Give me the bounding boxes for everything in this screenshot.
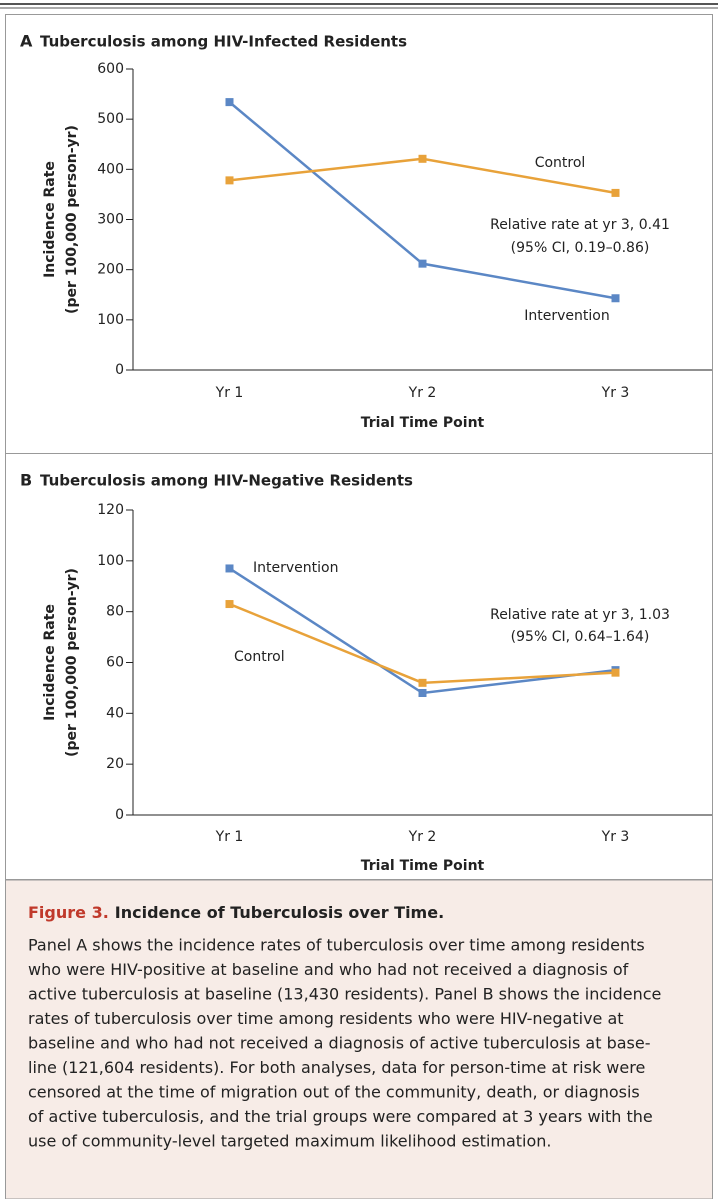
series-label: Control <box>535 155 586 171</box>
panel-label: A <box>20 32 33 51</box>
panel-title: Tuberculosis among HIV-Negative Resident… <box>40 472 413 490</box>
x-tick-label: Yr 3 <box>601 385 630 401</box>
x-tick-label: Yr 1 <box>215 829 244 845</box>
y-tick-label: 400 <box>97 161 124 177</box>
y-tick-label: 600 <box>97 61 124 77</box>
caption-line: who were HIV-positive at baseline and wh… <box>28 960 629 979</box>
annotation: (95% CI, 0.19–0.86) <box>511 240 650 256</box>
series-label: Intervention <box>253 560 338 576</box>
point <box>611 188 620 197</box>
y-tick-label: 100 <box>97 312 124 328</box>
point <box>418 678 427 687</box>
caption-line: of active tuberculosis, and the trial gr… <box>28 1107 653 1126</box>
y-tick-label: 20 <box>106 756 124 772</box>
x-tick-label: Yr 2 <box>408 829 437 845</box>
point <box>611 668 620 677</box>
y-tick-label: 0 <box>115 807 124 823</box>
point <box>418 154 427 163</box>
y-tick-label: 500 <box>97 111 124 127</box>
y-tick-label: 300 <box>97 212 124 228</box>
point <box>225 98 234 107</box>
x-tick-label: Yr 2 <box>408 385 437 401</box>
x-axis-title: Trial Time Point <box>361 415 485 431</box>
x-axis-title: Trial Time Point <box>361 858 485 874</box>
y-tick-label: 120 <box>97 502 124 518</box>
caption-line: active tuberculosis at baseline (13,430 … <box>28 985 661 1004</box>
caption-line: censored at the time of migration out of… <box>28 1083 640 1102</box>
caption-line: line (121,604 residents). For both analy… <box>28 1058 645 1077</box>
y-tick-label: 0 <box>115 362 124 378</box>
caption-line: rates of tuberculosis over time among re… <box>28 1009 624 1028</box>
y-axis-title: Incidence Rate <box>42 161 58 278</box>
y-tick-label: 100 <box>97 553 124 569</box>
x-tick-label: Yr 3 <box>601 829 630 845</box>
point <box>418 689 427 697</box>
point <box>418 259 427 268</box>
caption-label: Figure 3. <box>28 903 109 922</box>
panel-title: Tuberculosis among HIV-Infected Resident… <box>40 33 407 51</box>
y-axis-title: (per 100,000 person-yr) <box>64 568 80 757</box>
series-label: Control <box>234 649 285 665</box>
point <box>225 564 234 573</box>
annotation: (95% CI, 0.64–1.64) <box>511 629 650 645</box>
caption-box <box>5 879 713 1199</box>
point <box>225 600 234 609</box>
series-label: Intervention <box>524 308 609 324</box>
y-axis-title: (per 100,000 person-yr) <box>64 125 80 314</box>
x-tick-label: Yr 1 <box>215 385 244 401</box>
caption-line: baseline and who had not received a diag… <box>28 1034 650 1053</box>
y-tick-label: 40 <box>106 705 124 721</box>
point <box>611 294 620 303</box>
caption-line: Panel A shows the incidence rates of tub… <box>28 936 645 955</box>
y-tick-label: 80 <box>106 604 124 620</box>
caption-heading: Figure 3. Incidence of Tuberculosis over … <box>28 903 444 922</box>
annotation: Relative rate at yr 3, 0.41 <box>490 217 670 233</box>
caption-title: Incidence of Tuberculosis over Time. <box>115 903 444 922</box>
y-tick-label: 200 <box>97 262 124 278</box>
panel-label: B <box>20 471 32 490</box>
caption-line: use of community-level targeted maximum … <box>28 1132 552 1151</box>
y-axis-title: Incidence Rate <box>42 604 58 721</box>
point <box>225 176 234 185</box>
y-tick-label: 60 <box>106 655 124 671</box>
annotation: Relative rate at yr 3, 1.03 <box>490 607 670 623</box>
